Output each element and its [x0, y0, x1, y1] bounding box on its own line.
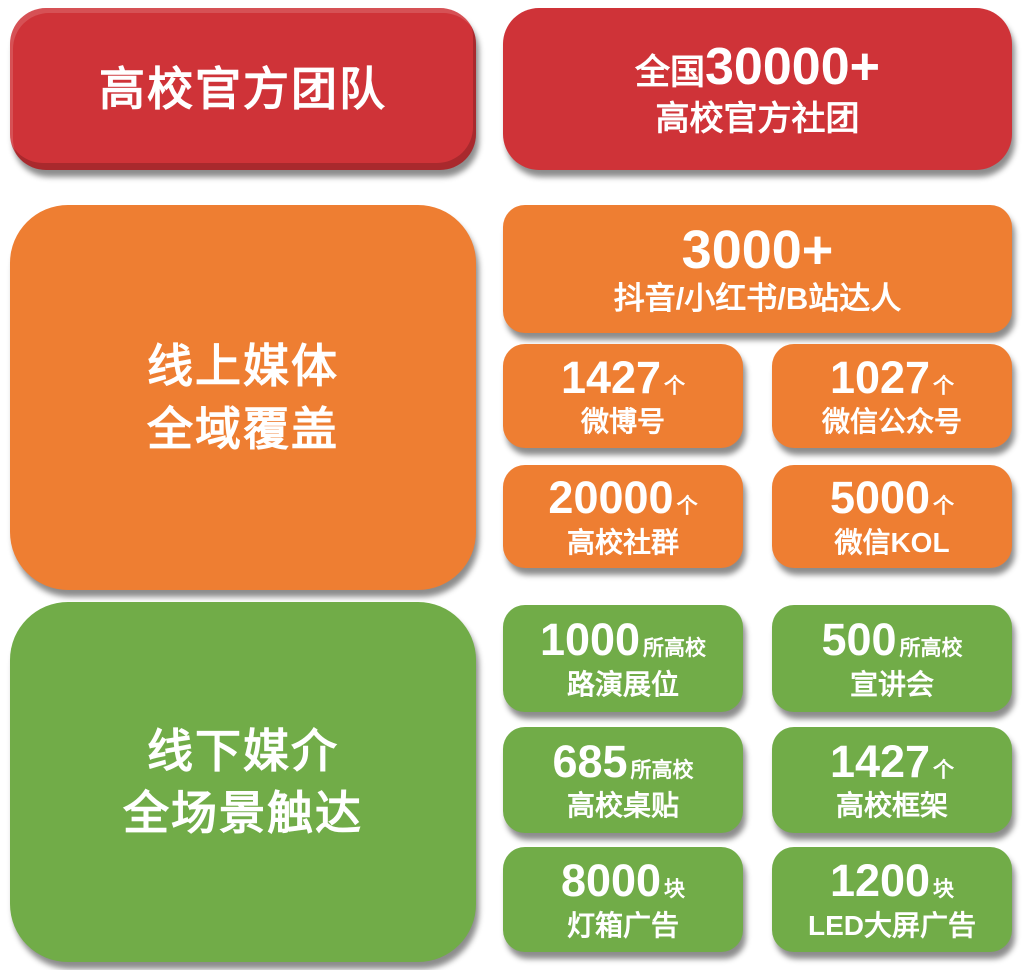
stat-card-wechat-official: 1027 个 微信公众号 [772, 344, 1012, 448]
stat-card-roadshow-booths: 1000 所高校 路演展位 [503, 605, 743, 712]
stat-unit: 所高校 [899, 637, 963, 661]
stat-card-campus-frames: 1427 个 高校框架 [772, 727, 1012, 833]
stat-card-wechat-kol: 5000 个 微信KOL [772, 465, 1012, 568]
stat-number: 8000 [560, 855, 662, 907]
stat-card-lightbox-ads: 8000 块 灯箱广告 [503, 847, 743, 952]
stat-number-line: 3000+ [681, 219, 834, 280]
stat-label: 微信KOL [834, 526, 950, 558]
section-online-title-line1: 线上媒体 [147, 340, 339, 393]
stat-prefix: 全国 [635, 53, 706, 92]
stat-number: 1200 [829, 855, 931, 907]
stat-number: 500 [821, 614, 897, 666]
stat-card-kol-platforms: 3000+ 抖音/小红书/B站达人 [503, 205, 1012, 333]
stat-label: 微信公众号 [821, 406, 962, 438]
stat-label: 微博号 [580, 406, 665, 438]
stat-number: 20000 [548, 472, 674, 524]
stat-label: 高校框架 [835, 790, 948, 822]
stat-label: 灯箱广告 [566, 909, 679, 941]
stat-unit: 个 [664, 374, 686, 398]
section-online-title-line2: 全域覆盖 [147, 402, 339, 455]
stat-label: 抖音/小红书/B站达人 [613, 281, 902, 317]
stat-card-official-clubs: 全国30000+ 高校官方社团 [503, 8, 1012, 170]
stat-label: 宣讲会 [849, 668, 934, 700]
stat-number: 5000 [829, 472, 931, 524]
stat-number-line: 1027 个 [830, 354, 954, 401]
stat-unit: 块 [664, 878, 686, 902]
stat-number: 1000 [539, 614, 641, 666]
stat-unit: 块 [933, 878, 955, 902]
stat-number: 1427 [560, 351, 662, 403]
stat-card-led-screen-ads: 1200 块 LED大屏广告 [772, 847, 1012, 952]
stat-number-line: 8000 块 [561, 857, 685, 904]
stat-number-line: 1427 个 [830, 738, 954, 785]
stat-number: 3000+ [681, 219, 834, 280]
stat-label: 高校桌贴 [566, 790, 679, 822]
stat-number-line: 1200 块 [830, 857, 954, 904]
section-official-title: 高校官方团队 [99, 62, 387, 115]
stat-number: 685 [552, 735, 628, 787]
stat-unit: 所高校 [643, 637, 707, 661]
stat-number-line: 500 所高校 [821, 616, 962, 663]
stat-unit: 个 [933, 374, 955, 398]
stat-label: LED大屏广告 [807, 909, 976, 941]
stat-number: 1427 [829, 735, 931, 787]
stat-number-line: 全国30000+ [635, 40, 880, 95]
section-offline-title-line2: 全场景触达 [123, 787, 363, 839]
stat-unit: 个 [676, 495, 698, 519]
stat-number-line: 20000 个 [548, 474, 697, 521]
stat-unit: 个 [933, 495, 955, 519]
stat-label: 路演展位 [566, 668, 679, 700]
stat-card-weibo: 1427 个 微博号 [503, 344, 743, 448]
stat-number: 1027 [829, 351, 931, 403]
section-official-title-box: 高校官方团队 [10, 8, 476, 170]
stat-label: 高校官方社团 [655, 99, 860, 138]
section-offline-title-line1: 线下媒介 [147, 724, 339, 777]
stat-card-info-sessions: 500 所高校 宣讲会 [772, 605, 1012, 712]
section-offline-title-box: 线下媒介 全场景触达 [10, 602, 476, 962]
section-online-title-box: 线上媒体 全域覆盖 [10, 205, 476, 590]
stat-unit: 所高校 [630, 758, 694, 782]
stat-number-line: 1427 个 [561, 354, 685, 401]
stat-unit: 个 [933, 758, 955, 782]
stat-number: 30000+ [705, 38, 880, 96]
stat-number-line: 1000 所高校 [540, 616, 706, 663]
stat-card-campus-groups: 20000 个 高校社群 [503, 465, 743, 568]
stat-number-line: 5000 个 [830, 474, 954, 521]
stat-label: 高校社群 [566, 526, 679, 558]
stat-card-desk-stickers: 685 所高校 高校桌贴 [503, 727, 743, 833]
stat-number-line: 685 所高校 [552, 738, 693, 785]
